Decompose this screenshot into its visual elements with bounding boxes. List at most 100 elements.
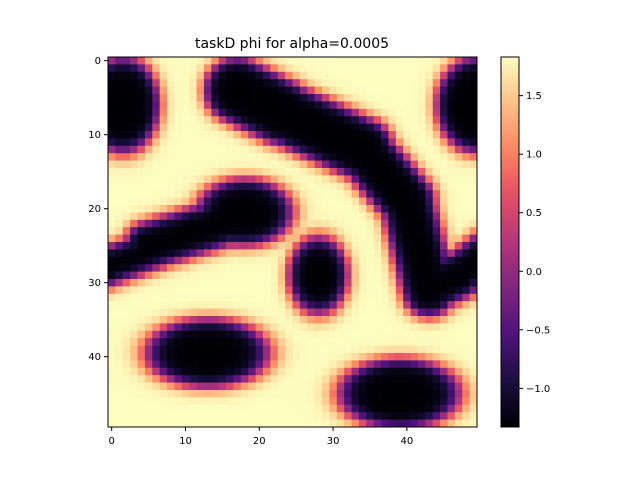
- heatmap-cell: [425, 390, 434, 398]
- heatmap-cell: [196, 301, 205, 309]
- heatmap-cell: [381, 360, 389, 369]
- heatmap-cell: [351, 353, 360, 361]
- heatmap-cell: [447, 79, 456, 87]
- heatmap-cell: [270, 367, 279, 376]
- heatmap-cell: [292, 345, 301, 354]
- heatmap-cell: [240, 145, 249, 154]
- heatmap-cell: [358, 412, 367, 420]
- heatmap-cell: [381, 412, 389, 420]
- heatmap-cell: [255, 323, 264, 332]
- heatmap-cell: [285, 182, 293, 191]
- heatmap-cell: [314, 338, 323, 346]
- heatmap-cell: [336, 390, 345, 398]
- heatmap-cell: [322, 116, 330, 124]
- heatmap-cell: [381, 57, 389, 65]
- heatmap-cell: [226, 79, 234, 87]
- heatmap-cell: [395, 138, 404, 147]
- heatmap-cell: [462, 101, 470, 110]
- heatmap-cell: [203, 227, 212, 235]
- heatmap-cell: [277, 412, 286, 420]
- heatmap-cell: [469, 79, 478, 87]
- heatmap-cell: [344, 256, 352, 265]
- heatmap-cell: [454, 108, 463, 117]
- heatmap-cell: [314, 264, 323, 272]
- heatmap-cell: [336, 145, 345, 154]
- heatmap-cell: [344, 404, 352, 413]
- heatmap-cell: [307, 293, 315, 302]
- heatmap-cell: [425, 242, 434, 250]
- heatmap-cell: [167, 279, 175, 287]
- heatmap-cell: [277, 212, 286, 221]
- heatmap-cell: [358, 234, 367, 243]
- heatmap-cell: [167, 79, 175, 87]
- heatmap-cell: [262, 108, 271, 117]
- heatmap-cell: [181, 293, 190, 302]
- heatmap-cell: [307, 175, 315, 184]
- heatmap-cell: [226, 271, 234, 280]
- heatmap-cell: [248, 367, 256, 376]
- heatmap-cell: [447, 57, 456, 65]
- heatmap-cell: [462, 308, 470, 317]
- heatmap-cell: [447, 249, 456, 258]
- heatmap-cell: [174, 353, 183, 361]
- heatmap-cell: [373, 219, 382, 228]
- heatmap-cell: [277, 330, 286, 339]
- heatmap-cell: [255, 419, 264, 428]
- heatmap-cell: [469, 301, 478, 309]
- heatmap-cell: [189, 108, 197, 117]
- heatmap-cell: [469, 404, 478, 413]
- heatmap-cell: [322, 249, 330, 258]
- heatmap-cell: [395, 205, 404, 213]
- heatmap-cell: [336, 382, 345, 391]
- heatmap-cell: [417, 57, 426, 65]
- heatmap-cell: [322, 397, 330, 406]
- heatmap-cell: [299, 94, 308, 102]
- heatmap-cell: [395, 323, 404, 332]
- heatmap-cell: [299, 390, 308, 398]
- heatmap-cell: [181, 345, 190, 354]
- heatmap-cell: [336, 360, 345, 369]
- heatmap-cell: [351, 367, 360, 376]
- heatmap-cell: [388, 234, 397, 243]
- heatmap-cell: [344, 249, 352, 258]
- heatmap-cell: [122, 330, 131, 339]
- heatmap-cell: [233, 86, 242, 95]
- heatmap-cell: [108, 86, 116, 95]
- heatmap-cell: [358, 79, 367, 87]
- heatmap-cell: [226, 412, 234, 420]
- heatmap-cell: [108, 153, 116, 161]
- heatmap-cell: [137, 79, 146, 87]
- heatmap-cell: [115, 397, 124, 406]
- heatmap-cell: [152, 382, 161, 391]
- heatmap-cell: [196, 145, 205, 154]
- heatmap-cell: [336, 316, 345, 324]
- heatmap-cell: [167, 64, 175, 73]
- heatmap-cell: [292, 353, 301, 361]
- heatmap-cell: [189, 153, 197, 161]
- heatmap-cell: [395, 197, 404, 206]
- heatmap-cell: [270, 249, 279, 258]
- heatmap-cell: [447, 182, 456, 191]
- heatmap-cell: [196, 190, 205, 198]
- heatmap-cell: [336, 286, 345, 295]
- y-tick-label: 10: [88, 130, 101, 141]
- heatmap-cell: [329, 330, 338, 339]
- heatmap-cell: [336, 330, 345, 339]
- heatmap-cell: [262, 397, 271, 406]
- heatmap-cell: [189, 116, 197, 124]
- heatmap-cell: [351, 79, 360, 87]
- heatmap-cell: [108, 57, 116, 65]
- heatmap-cell: [167, 323, 175, 332]
- heatmap-cell: [152, 168, 161, 176]
- heatmap-cell: [432, 168, 441, 176]
- heatmap-cell: [462, 367, 470, 376]
- heatmap-cell: [137, 279, 146, 287]
- heatmap-cell: [381, 175, 389, 184]
- heatmap-cell: [218, 412, 227, 420]
- heatmap-cell: [410, 227, 419, 235]
- x-tick-label: 10: [179, 436, 192, 447]
- heatmap-cell: [233, 138, 242, 147]
- heatmap-cell: [137, 271, 146, 280]
- heatmap-cell: [336, 116, 345, 124]
- heatmap-cell: [248, 79, 256, 87]
